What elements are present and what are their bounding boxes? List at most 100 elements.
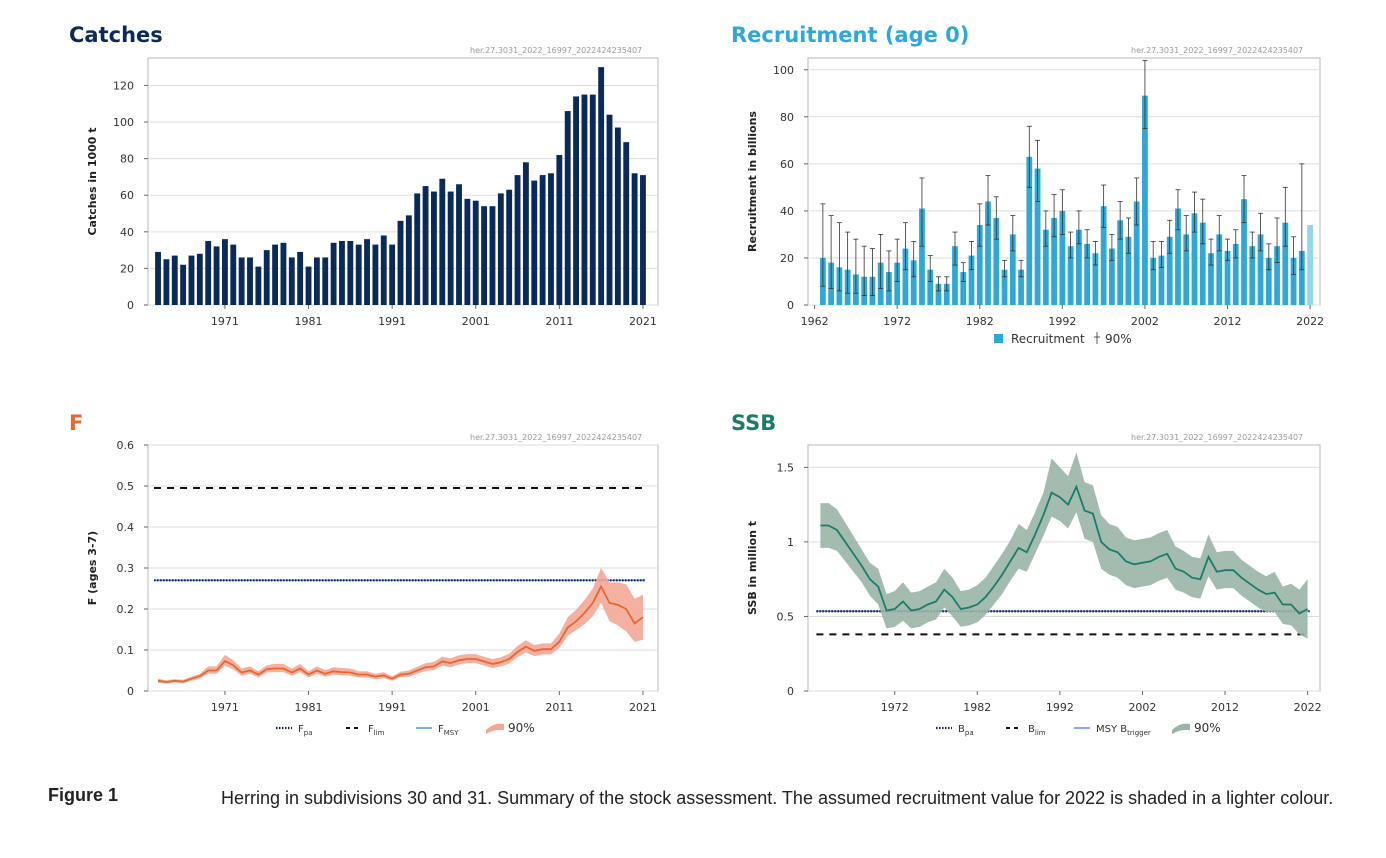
ssb-legend-label: Blim bbox=[1028, 724, 1046, 737]
recruitment-bar bbox=[943, 283, 950, 305]
catches-bar bbox=[556, 154, 563, 305]
ssb-x-tick-label: 2022 bbox=[1294, 701, 1322, 714]
catches-bar bbox=[623, 142, 630, 305]
f-chart: 0 0.1 0.2 0.3 0.4 0.5 0.6 1971 1981 1991 2001 2011 2… bbox=[86, 439, 659, 737]
recruitment-bar bbox=[1150, 257, 1157, 305]
catches-bar bbox=[180, 264, 187, 305]
recruitment-x-tick-label: 2002 bbox=[1131, 315, 1159, 328]
recruitment-bar bbox=[968, 255, 975, 305]
ssb-chart: 0 0.5 1 1.5 1972 1982 1992 2002 2012 2022 SSB in m… bbox=[746, 444, 1322, 737]
catches-tag: her.27.3031_2022_16997_2022424235407 bbox=[470, 46, 643, 55]
catches-bar bbox=[196, 253, 203, 305]
recruitment-bar bbox=[1059, 210, 1066, 305]
ssb-legend-label: MSY Btrigger bbox=[1096, 724, 1151, 737]
recruitment-bar bbox=[1075, 229, 1082, 305]
catches-bar bbox=[456, 184, 462, 305]
ssb-x-tick-label: 1972 bbox=[881, 701, 909, 714]
recruitment-x-tick-label: 1992 bbox=[1048, 315, 1076, 328]
catches-bar bbox=[171, 255, 178, 305]
recruitment-bar bbox=[985, 201, 991, 305]
recruitment-bar bbox=[993, 217, 1000, 305]
recruitment-bar bbox=[1092, 253, 1099, 305]
recruitment-x-tick-label: 1982 bbox=[966, 315, 994, 328]
catches-bar bbox=[205, 240, 212, 305]
catches-bar bbox=[155, 251, 161, 305]
catches-y-tick-label: 20 bbox=[120, 262, 134, 275]
catches-bar bbox=[489, 206, 496, 305]
catches-bar bbox=[339, 240, 345, 305]
recruitment-bar bbox=[960, 272, 967, 305]
catches-bar bbox=[514, 175, 521, 305]
ssb-y-axis-label: SSB in million t bbox=[746, 521, 759, 615]
f-legend-item: FMSY bbox=[416, 724, 459, 737]
f-y-tick-label: 0 bbox=[127, 685, 134, 698]
recruitment-bar bbox=[1051, 217, 1057, 305]
f-legend-item: Fpa bbox=[276, 724, 313, 737]
ssb-x-tick-label: 1992 bbox=[1046, 701, 1074, 714]
f-y-tick-label: 0.6 bbox=[117, 439, 135, 452]
recruitment-tag: her.27.3031_2022_16997_2022424235407 bbox=[1131, 46, 1304, 55]
catches-title: Catches bbox=[69, 23, 163, 47]
catches-bar bbox=[472, 200, 479, 305]
ssb-y-tick-label: 0.5 bbox=[777, 610, 795, 623]
recruitment-bar bbox=[1084, 243, 1091, 305]
catches-y-tick-label: 60 bbox=[120, 189, 134, 202]
recruitment-y-tick-label: 20 bbox=[780, 252, 794, 265]
catches-x-tick-label: 1971 bbox=[211, 315, 239, 328]
ssb-legend-item: Bpa bbox=[936, 724, 974, 737]
recruitment-bar bbox=[1125, 236, 1132, 305]
recruitment-bar bbox=[1224, 250, 1231, 305]
f-y-axis-label: F (ages 3-7) bbox=[86, 531, 99, 605]
catches-bar bbox=[364, 239, 370, 305]
catches-bar bbox=[640, 175, 646, 305]
recruitment-chart: 0 20 40 60 80 100 1962 1972 1982 1992 2002 2012 2022… bbox=[746, 57, 1324, 346]
catches-y-tick-label: 120 bbox=[113, 79, 134, 92]
figure-caption-label: Figure 1 bbox=[48, 785, 119, 805]
f-x-tick-label: 1991 bbox=[378, 701, 406, 714]
catches-y-tick-label: 100 bbox=[113, 116, 134, 129]
catches-bar bbox=[163, 259, 170, 305]
recruitment-bar bbox=[1241, 199, 1247, 305]
recruitment-bar bbox=[976, 225, 983, 305]
f-y-tick-label: 0.4 bbox=[117, 521, 135, 534]
ssb-legend-subscript: lim bbox=[1035, 729, 1046, 737]
recruitment-bar bbox=[1067, 246, 1074, 305]
catches-y-tick-label: 40 bbox=[120, 226, 134, 239]
f-x-tick-label: 2001 bbox=[462, 701, 490, 714]
recruitment-bar bbox=[1001, 269, 1008, 305]
recruitment-y-tick-label: 0 bbox=[787, 299, 794, 312]
recruitment-bar bbox=[1216, 234, 1223, 305]
catches-bar bbox=[263, 250, 270, 305]
catches-bar bbox=[280, 242, 287, 305]
catches-bar bbox=[221, 239, 228, 305]
f-legend-label: 90% bbox=[508, 721, 535, 735]
recruitment-y-tick-label: 60 bbox=[780, 158, 794, 171]
catches-bar bbox=[522, 162, 529, 305]
recruitment-bar bbox=[1274, 246, 1280, 305]
catches-bar bbox=[464, 198, 471, 305]
f-legend-label: FMSY bbox=[438, 724, 459, 737]
recruitment-bar bbox=[1026, 156, 1033, 305]
catches-bar bbox=[380, 235, 387, 305]
ssb-tag: her.27.3031_2022_16997_2022424235407 bbox=[1131, 433, 1304, 442]
f-y-tick-label: 0.3 bbox=[117, 562, 135, 575]
recruitment-bar bbox=[1158, 255, 1165, 305]
catches-y-tick-label: 0 bbox=[127, 299, 134, 312]
recruitment-bar bbox=[1117, 220, 1124, 305]
recruitment-bar bbox=[1208, 253, 1214, 305]
catches-bar bbox=[330, 242, 337, 305]
ssb-x-tick-label: 2012 bbox=[1211, 701, 1239, 714]
catches-x-tick-label: 1991 bbox=[378, 315, 406, 328]
catches-bar bbox=[431, 191, 437, 305]
ssb-y-tick-label: 1.5 bbox=[777, 461, 795, 474]
recruitment-y-tick-label: 40 bbox=[780, 205, 794, 218]
recruitment-bar bbox=[927, 269, 934, 305]
recruitment-bar bbox=[902, 248, 909, 305]
catches-x-tick-label: 2021 bbox=[629, 315, 657, 328]
catches-bar bbox=[539, 175, 546, 305]
ssb-x-tick-label: 2002 bbox=[1128, 701, 1156, 714]
catches-bar bbox=[598, 67, 605, 305]
catches-x-tick-label: 2001 bbox=[462, 315, 490, 328]
recruitment-bar bbox=[1257, 234, 1264, 305]
recruitment-legend-label: 90% bbox=[1105, 332, 1132, 346]
